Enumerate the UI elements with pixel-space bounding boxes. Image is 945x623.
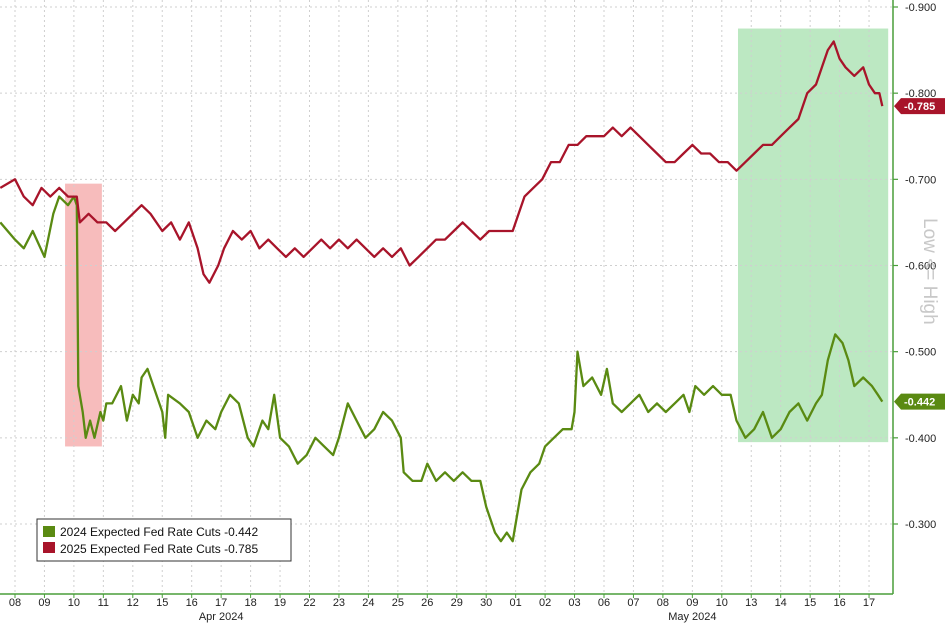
x-tick-label: 22 [303, 597, 315, 609]
y-tick-label: -0.900 [905, 2, 936, 14]
x-tick-label: 25 [392, 597, 404, 609]
series-line-2025 [0, 40, 884, 284]
x-tick-label: 08 [9, 597, 21, 609]
last-value-label: -0.442 [904, 397, 935, 409]
legend-label-2025: 2025 Expected Fed Rate Cuts -0.785 [60, 542, 258, 556]
x-tick-label: 15 [156, 597, 168, 609]
x-tick-label: 23 [333, 597, 345, 609]
highlight-regions [65, 28, 889, 447]
legend: 2024 Expected Fed Rate Cuts -0.442 2025 … [36, 518, 292, 562]
last-value-tag-2024 [894, 393, 945, 410]
x-tick-label: 30 [480, 597, 492, 609]
legend-swatch-2024 [43, 526, 55, 537]
legend-swatch-2025 [43, 542, 55, 553]
x-tick-label: 08 [657, 597, 669, 609]
last-value-label: -0.785 [904, 101, 935, 113]
y-axis-ticks: -0.300 -0.400 -0.500 -0.600 -0.700 -0.800 -0.9… [893, 2, 936, 531]
x-axis-ticks: 08 09 10 11 12 15 16 17 18 19 22 23 24 25 26 29 30 01 02 03… [9, 594, 875, 623]
series-lines [0, 40, 884, 543]
y-tick-label: -0.700 [905, 174, 936, 186]
x-tick-label: 15 [804, 597, 816, 609]
y-tick-label: -0.500 [905, 347, 936, 359]
x-tick-label: 18 [244, 597, 256, 609]
x-tick-label: 06 [598, 597, 610, 609]
y-tick-label: -0.300 [905, 519, 936, 531]
last-value-tags: -0.442 -0.785 [894, 98, 945, 410]
y-tick-label: -0.400 [905, 433, 936, 445]
y-tick-label: -0.600 [905, 261, 936, 273]
x-tick-label: 11 [98, 597, 109, 609]
x-tick-label: 17 [863, 597, 875, 609]
x-tick-label: 09 [38, 597, 50, 609]
x-tick-label: 19 [274, 597, 286, 609]
x-tick-label: 29 [451, 597, 463, 609]
x-tick-label: 26 [421, 597, 433, 609]
x-tick-label: 16 [833, 597, 845, 609]
x-tick-label: 07 [627, 597, 639, 609]
x-tick-label: 03 [568, 597, 580, 609]
x-tick-label: 17 [215, 597, 227, 609]
month-label: Apr 2024 [199, 611, 244, 623]
legend-label-2024: 2024 Expected Fed Rate Cuts -0.442 [60, 525, 258, 539]
legend-box [36, 518, 292, 562]
highlight-green [737, 28, 889, 443]
gridlines [0, 0, 893, 594]
x-tick-label: 10 [716, 597, 728, 609]
highlight-red [65, 183, 102, 447]
axes [0, 0, 894, 595]
x-tick-label: 13 [745, 597, 757, 609]
x-tick-label: 14 [775, 597, 787, 609]
series-line-2024 [0, 195, 884, 543]
x-tick-label: 02 [539, 597, 551, 609]
y-tick-label: -0.800 [905, 88, 936, 100]
x-tick-label: 01 [510, 597, 522, 609]
x-tick-label: 16 [186, 597, 198, 609]
x-tick-label: 24 [362, 597, 374, 609]
y-axis-side-label: Low <= High [919, 218, 940, 325]
x-tick-label: 12 [127, 597, 139, 609]
x-tick-label: 09 [686, 597, 698, 609]
month-label: May 2024 [668, 611, 716, 623]
x-tick-label: 10 [68, 597, 80, 609]
last-value-tag-2025 [894, 98, 945, 115]
